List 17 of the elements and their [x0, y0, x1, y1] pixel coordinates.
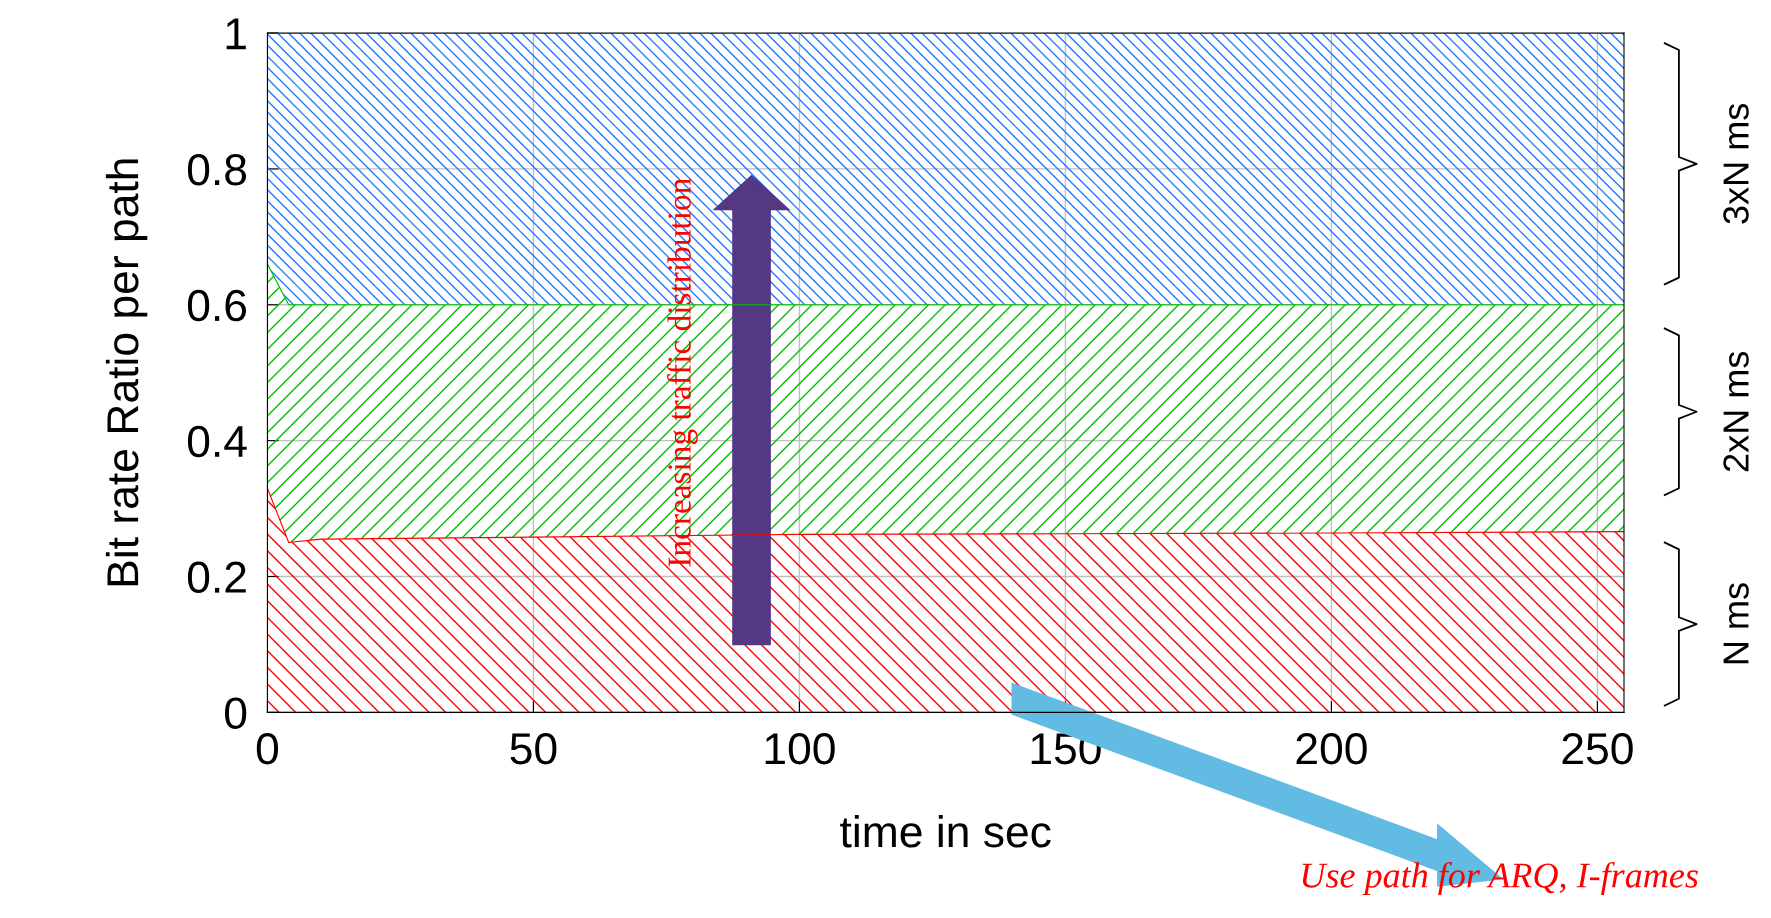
y-tick-label: 1 [226, 18, 246, 50]
y-tick-label: 0 [225, 697, 247, 729]
x-tick-label: 50 [510, 732, 557, 765]
x-tick-label: 250 [1562, 732, 1633, 765]
y-tick-label: 0.4 [187, 425, 247, 458]
text: N ms [1723, 583, 1749, 664]
text: 2xN ms [1723, 351, 1749, 472]
y-axis-title: Bit rate Ratio per path [105, 159, 148, 586]
x-tick-label: 100 [765, 732, 835, 765]
x-tick-label: 200 [1296, 732, 1367, 765]
y-tick-label: 0.8 [187, 153, 247, 186]
x-tick-label: 0 [256, 732, 279, 765]
annotation: Increasing traffic distribution [667, 178, 698, 567]
x-axis-title: time in sec [840, 814, 1051, 848]
y-tick-label: 0.2 [187, 561, 246, 594]
y-tick-label: 0.6 [187, 289, 247, 322]
text: 3xN ms [1723, 103, 1749, 224]
